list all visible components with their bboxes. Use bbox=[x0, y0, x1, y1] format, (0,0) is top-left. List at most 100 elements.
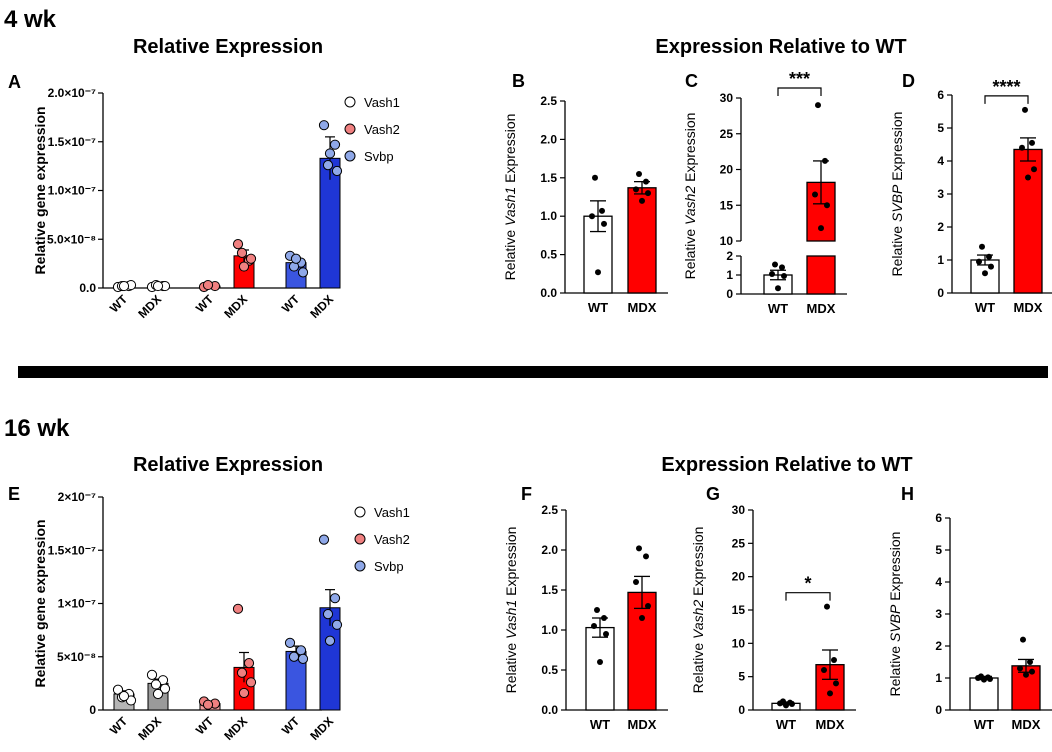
y-tick-label-F: 2.5 bbox=[541, 503, 558, 517]
x-tick-label-E: MDX bbox=[307, 714, 336, 743]
y-tick-label-G: 30 bbox=[732, 503, 746, 517]
data-point-B bbox=[592, 174, 598, 181]
data-point-B bbox=[595, 269, 601, 276]
data-point-B bbox=[636, 170, 642, 177]
y-tick-label-C: 1 bbox=[726, 268, 733, 282]
legend-marker-A bbox=[344, 150, 356, 162]
data-point-B bbox=[599, 207, 605, 214]
data-point-H bbox=[1017, 665, 1023, 672]
data-point-A bbox=[152, 280, 164, 292]
y-tick-label-B: 0.5 bbox=[540, 248, 557, 262]
data-point-F bbox=[597, 659, 603, 665]
title-relative-to-wt-4wk: Expression Relative to WT bbox=[655, 36, 906, 58]
panel-label-C: C bbox=[685, 71, 698, 91]
significance-bracket-C bbox=[777, 87, 822, 96]
data-point-A bbox=[232, 239, 244, 250]
data-point-A bbox=[118, 280, 130, 292]
legend-marker-E bbox=[354, 560, 366, 572]
data-point-B bbox=[643, 178, 649, 185]
data-point-D bbox=[1029, 139, 1035, 146]
data-point-H bbox=[1027, 659, 1033, 665]
y-tick-label-H: 1 bbox=[935, 671, 942, 685]
panel-label-E: E bbox=[8, 484, 20, 504]
y-tick-label-D: 5 bbox=[937, 121, 944, 135]
data-point-E bbox=[159, 683, 171, 694]
bar-F-MDX bbox=[627, 591, 657, 711]
data-point-A bbox=[245, 253, 257, 264]
x-tick-label-G: MDX bbox=[816, 717, 845, 732]
y-tick-label-E: 0 bbox=[89, 703, 96, 717]
data-point-C bbox=[812, 191, 818, 198]
data-point-D bbox=[1025, 174, 1031, 181]
data-point-A bbox=[329, 139, 341, 150]
y-tick-label-G: 0 bbox=[738, 703, 745, 717]
data-point-C bbox=[769, 271, 775, 278]
legend-entry-A: Svbp bbox=[364, 149, 394, 164]
data-point-B bbox=[645, 190, 651, 197]
data-point-C bbox=[772, 261, 778, 268]
y-tick-label-H: 5 bbox=[935, 543, 942, 557]
y-tick-label-A: 1.5×10⁻⁷ bbox=[48, 135, 96, 149]
y-tick-label-F: 0.5 bbox=[541, 663, 558, 677]
y-tick-label-G: 20 bbox=[732, 570, 746, 584]
x-tick-label-C: WT bbox=[768, 301, 788, 316]
data-point-E bbox=[324, 635, 336, 646]
x-tick-label-A: WT bbox=[107, 292, 131, 316]
legend-entry-E: Vash2 bbox=[374, 532, 410, 547]
y-tick-label-C: 25 bbox=[720, 127, 734, 141]
data-point-A bbox=[238, 261, 250, 272]
y-tick-label-H: 6 bbox=[935, 511, 942, 525]
y-tick-label-F: 0.0 bbox=[541, 703, 558, 717]
data-point-A bbox=[236, 247, 248, 258]
data-point-G bbox=[824, 603, 830, 610]
y-tick-label-E: 1.5×10⁻⁷ bbox=[48, 543, 96, 557]
y-tick-label-B: 0.0 bbox=[540, 286, 557, 300]
data-point-G bbox=[833, 680, 839, 687]
x-tick-label-D: WT bbox=[975, 300, 995, 315]
y-tick-label-H: 0 bbox=[935, 703, 942, 717]
data-point-F bbox=[636, 545, 642, 552]
data-point-C bbox=[824, 202, 830, 209]
bar-F-WT bbox=[585, 626, 615, 711]
y-tick-label-H: 2 bbox=[935, 639, 942, 653]
data-point-A bbox=[318, 120, 330, 131]
y-tick-label-C: 20 bbox=[720, 163, 734, 177]
y-tick-label-A: 1.0×10⁻⁷ bbox=[48, 184, 96, 198]
y-axis-title-B: Relative Vash1 Expression bbox=[502, 114, 518, 281]
y-tick-label-B: 1.0 bbox=[540, 209, 557, 223]
data-point-E bbox=[150, 679, 162, 690]
data-point-B bbox=[589, 213, 595, 220]
legend-marker-E bbox=[354, 506, 366, 518]
y-tick-label-D: 2 bbox=[937, 220, 944, 234]
data-point-A bbox=[202, 279, 214, 291]
panel-label-G: G bbox=[706, 484, 720, 504]
y-axis-title-A: Relative gene expression bbox=[32, 106, 48, 274]
legend-marker-A bbox=[344, 123, 356, 135]
y-tick-label-C: 10 bbox=[720, 234, 734, 248]
data-point-A bbox=[331, 165, 343, 177]
data-point-H bbox=[1023, 671, 1029, 678]
data-point-D bbox=[982, 270, 988, 277]
y-tick-label-E: 5×10⁻⁸ bbox=[57, 650, 96, 664]
y-tick-label-G: 15 bbox=[732, 603, 746, 617]
data-point-E bbox=[152, 688, 164, 700]
data-point-F bbox=[601, 615, 607, 621]
y-tick-label-C: 15 bbox=[720, 198, 734, 212]
data-point-C bbox=[815, 102, 821, 109]
x-tick-label-C: MDX bbox=[807, 301, 836, 316]
y-axis-title-F: Relative Vash1 Expression bbox=[503, 527, 519, 694]
data-point-E bbox=[245, 677, 257, 688]
y-axis-title-D: Relative SVBP Expression bbox=[889, 112, 905, 277]
y-axis-title-C: Relative Vash2 Expression bbox=[682, 113, 698, 280]
data-point-C bbox=[779, 264, 785, 271]
y-axis-title-H: Relative SVBP Expression bbox=[887, 532, 903, 697]
legend-entry-E: Vash1 bbox=[374, 505, 410, 520]
y-tick-label-A: 0.0 bbox=[79, 281, 96, 295]
data-point-D bbox=[1031, 166, 1037, 173]
x-tick-label-A: MDX bbox=[135, 292, 164, 321]
x-tick-label-E: WT bbox=[107, 714, 131, 738]
data-point-H bbox=[975, 675, 981, 681]
data-point-F bbox=[645, 603, 651, 609]
data-point-C bbox=[818, 225, 824, 232]
data-point-A bbox=[297, 267, 309, 278]
